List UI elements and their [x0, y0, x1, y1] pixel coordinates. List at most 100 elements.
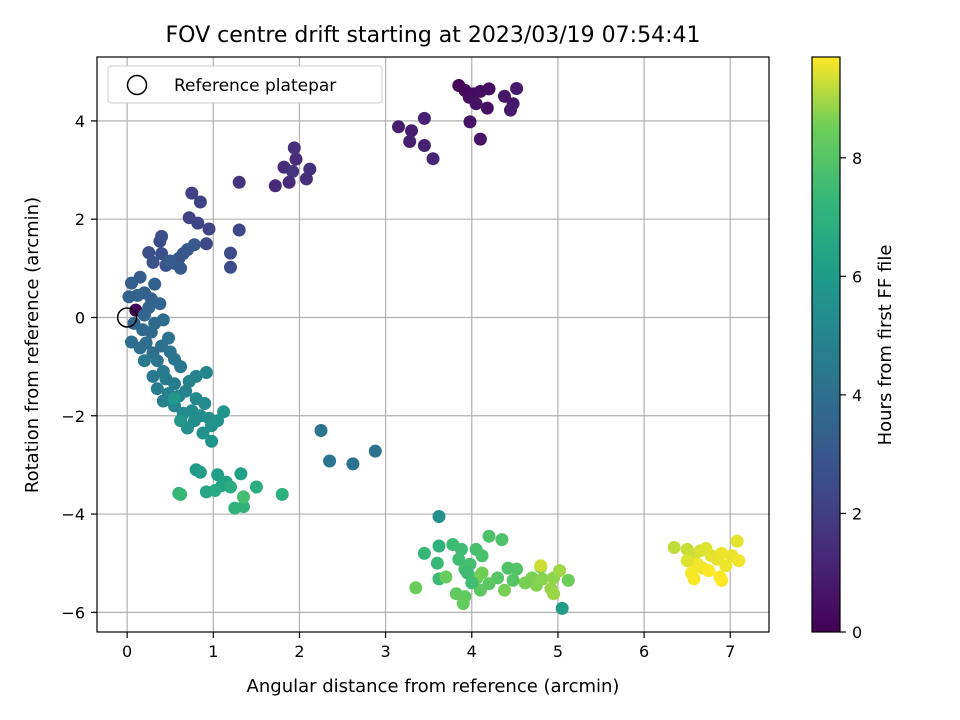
legend: Reference platepar: [107, 65, 383, 104]
data-point: [187, 238, 201, 252]
data-point: [199, 366, 213, 379]
data-point: [303, 162, 317, 176]
x-tick-label: 3: [381, 642, 391, 661]
data-point: [417, 546, 431, 560]
colorbar-tick-label: 2: [852, 504, 862, 523]
data-point: [185, 186, 199, 200]
data-point: [268, 179, 282, 193]
colorbar-gradient: [812, 57, 840, 632]
data-point: [191, 216, 205, 230]
data-point: [680, 554, 694, 568]
data-point: [504, 103, 517, 117]
colorbar-tick-label: 8: [852, 149, 862, 168]
data-point: [287, 141, 301, 155]
data-point: [224, 480, 237, 494]
data-point: [469, 97, 483, 111]
data-point: [463, 115, 477, 129]
data-point: [232, 175, 246, 189]
data-point: [439, 570, 453, 584]
reference-point-marker: [116, 307, 138, 328]
chart-title: FOV centre drift starting at 2023/03/19 …: [166, 23, 701, 48]
y-tick-label: −6: [61, 603, 85, 622]
data-point: [208, 484, 222, 497]
data-point: [715, 573, 729, 587]
data-point: [719, 559, 733, 573]
data-point: [417, 111, 431, 125]
data-point: [174, 487, 188, 501]
data-point: [498, 89, 511, 103]
data-point: [142, 246, 156, 260]
data-point: [217, 405, 231, 419]
data-point: [199, 237, 213, 251]
data-point: [495, 533, 509, 547]
data-point: [168, 392, 181, 406]
data-point: [224, 246, 237, 260]
data-point: [282, 175, 296, 189]
data-point: [392, 120, 405, 134]
y-tick-label: −4: [61, 505, 85, 524]
data-point: [202, 222, 216, 236]
data-point: [432, 510, 446, 523]
legend-marker-open-circle: [126, 74, 148, 96]
data-point: [534, 559, 548, 573]
data-point: [153, 234, 167, 248]
data-point: [153, 297, 167, 311]
data-points: [122, 79, 746, 615]
data-point: [156, 313, 170, 327]
data-point: [465, 576, 479, 590]
data-point: [196, 426, 210, 440]
data-point: [368, 444, 382, 458]
data-point: [286, 165, 300, 178]
data-point: [482, 529, 496, 543]
data-point: [168, 377, 181, 391]
data-point: [146, 369, 160, 383]
data-point: [405, 124, 418, 138]
x-tick-label: 6: [639, 642, 649, 661]
plot-frame: [96, 56, 770, 633]
legend-label: Reference platepar: [174, 76, 336, 96]
data-point: [702, 564, 716, 578]
data-point: [174, 360, 188, 374]
data-point: [137, 308, 151, 322]
data-point: [156, 394, 170, 408]
data-point: [482, 82, 496, 96]
y-tick-label: −2: [61, 407, 85, 426]
x-tick-label: 0: [122, 642, 132, 661]
data-point: [449, 587, 463, 601]
data-point: [237, 490, 250, 504]
data-point: [205, 434, 219, 448]
data-point: [452, 552, 466, 566]
data-point: [732, 554, 746, 568]
data-point: [430, 556, 444, 570]
data-point: [715, 546, 729, 560]
y-tick-label: 4: [75, 112, 85, 131]
y-axis-label: Rotation from reference (arcmin): [22, 197, 43, 493]
data-point: [473, 132, 487, 146]
data-point: [506, 573, 520, 587]
data-point: [454, 542, 468, 556]
data-point: [475, 549, 489, 563]
data-point: [193, 195, 207, 209]
data-point: [234, 467, 248, 481]
data-point: [137, 354, 151, 368]
colorbar-tick-label: 0: [852, 623, 862, 642]
data-point: [299, 172, 313, 186]
data-point: [510, 562, 524, 576]
data-point: [133, 341, 147, 355]
data-point: [535, 572, 549, 586]
data-point: [456, 597, 470, 610]
data-point: [146, 255, 160, 269]
data-point: [150, 382, 164, 396]
data-point: [518, 576, 532, 590]
legend-box: [107, 65, 383, 104]
data-point: [289, 152, 303, 166]
data-point: [232, 223, 246, 237]
data-point: [473, 583, 487, 597]
data-point: [174, 261, 188, 275]
x-tick-label: 7: [725, 642, 735, 661]
x-tick-label: 5: [553, 642, 563, 661]
data-point: [687, 572, 701, 586]
data-point: [224, 260, 237, 274]
y-axis: −6 −4 −2 0 2 4: [61, 112, 97, 622]
